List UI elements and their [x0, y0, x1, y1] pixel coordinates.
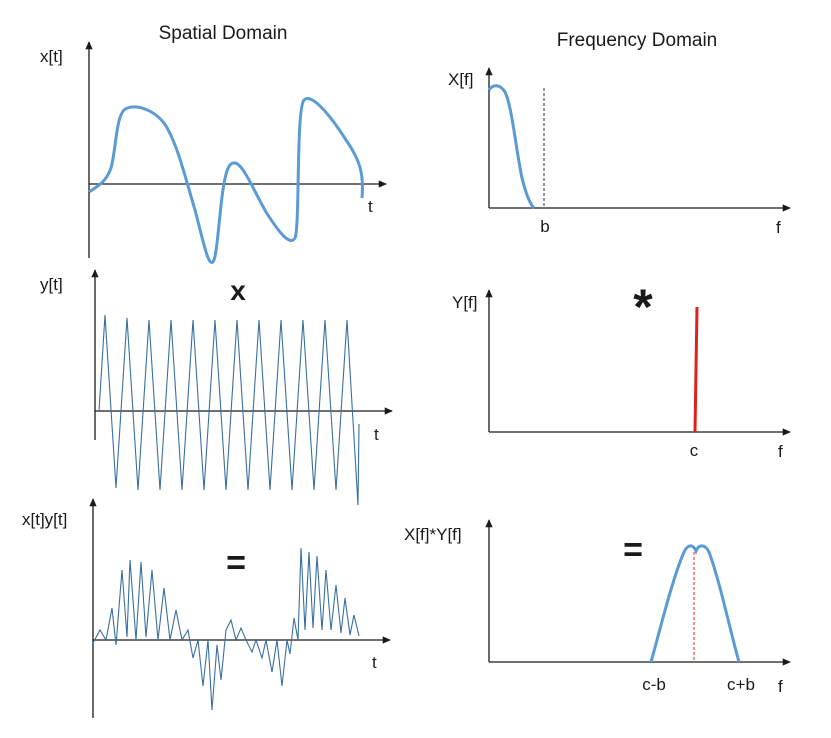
- panel-y-t: y[t] t: [40, 269, 393, 506]
- signal-x-curve: [88, 97, 364, 264]
- baseband-spectrum: [487, 84, 536, 210]
- tick-c-plus-b-label: c+b: [727, 675, 755, 694]
- y-axis-label: Y[f]: [452, 293, 478, 312]
- modulated-signal: [92, 547, 360, 711]
- equals-operator-left: =: [226, 544, 246, 582]
- x-axis-label: t: [374, 425, 379, 444]
- x-axis-label: f: [778, 442, 783, 461]
- y-axis-label: x[t]: [40, 47, 63, 66]
- tick-c-minus-b-label: c-b: [642, 675, 666, 694]
- tick-b-label: b: [540, 217, 549, 236]
- panel-xy-t: x[t]y[t] t: [22, 498, 391, 718]
- shifted-spectrum: [649, 544, 741, 663]
- sawtooth-carrier: [98, 314, 360, 506]
- panel-x-t: x[t] t: [40, 41, 387, 264]
- panel-XY-f: X[f]*Y[f] f c-b c+b: [404, 519, 791, 696]
- x-axis-label: t: [372, 653, 377, 672]
- x-axis-label: t: [368, 197, 373, 216]
- multiply-operator: x: [230, 275, 246, 306]
- y-axis-label: x[t]y[t]: [22, 510, 67, 529]
- y-axis-label: y[t]: [40, 275, 63, 294]
- x-axis-label: f: [778, 677, 783, 696]
- panel-Y-f: Y[f] f c: [452, 289, 791, 461]
- impulse-line: [693, 306, 699, 433]
- tick-c-label: c: [690, 441, 699, 460]
- panel-X-f: X[f] f b: [448, 67, 791, 237]
- frequency-domain-title: Frequency Domain: [557, 30, 718, 51]
- y-axis-label: X[f]*Y[f]: [404, 525, 462, 544]
- spatial-domain-title: Spatial Domain: [159, 23, 288, 44]
- equals-operator-right: =: [623, 531, 643, 569]
- convolve-operator: *: [633, 279, 653, 335]
- x-axis-label: f: [776, 218, 781, 237]
- y-axis-label: X[f]: [448, 70, 474, 89]
